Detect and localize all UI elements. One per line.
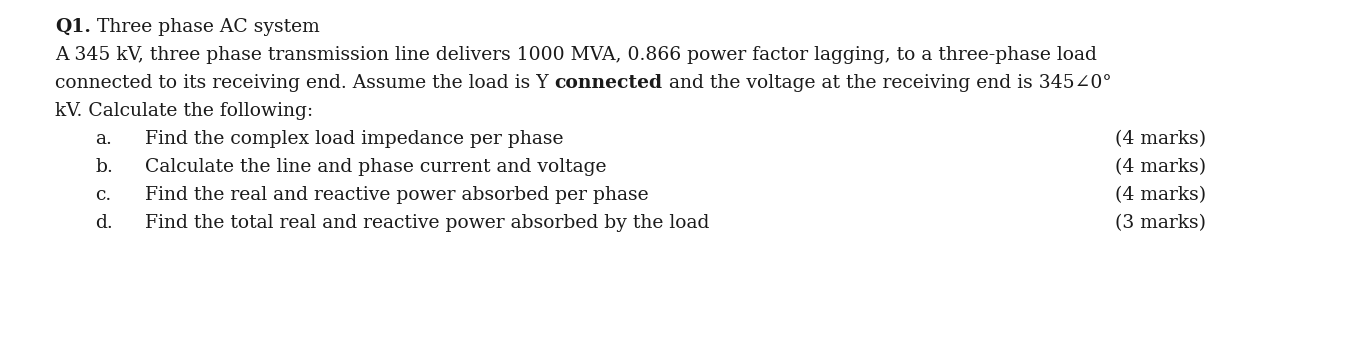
- Text: Q1.: Q1.: [56, 18, 91, 36]
- Text: d.: d.: [95, 214, 113, 232]
- Text: (4 marks): (4 marks): [1115, 158, 1206, 176]
- Text: c.: c.: [95, 186, 111, 204]
- Text: kV. Calculate the following:: kV. Calculate the following:: [56, 102, 314, 120]
- Text: Find the real and reactive power absorbed per phase: Find the real and reactive power absorbe…: [145, 186, 649, 204]
- Text: Calculate the line and phase current and voltage: Calculate the line and phase current and…: [145, 158, 607, 176]
- Text: A 345 kV, three phase transmission line delivers 1000 MVA, 0.866 power factor la: A 345 kV, three phase transmission line …: [56, 46, 1097, 64]
- Text: and the voltage at the receiving end is 345∠0°: and the voltage at the receiving end is …: [663, 74, 1111, 92]
- Text: connected to its receiving end. Assume the load is Y: connected to its receiving end. Assume t…: [56, 74, 554, 92]
- Text: connected: connected: [554, 74, 663, 92]
- Text: Three phase AC system: Three phase AC system: [91, 18, 319, 36]
- Text: (3 marks): (3 marks): [1115, 214, 1206, 232]
- Text: b.: b.: [95, 158, 113, 176]
- Text: (4 marks): (4 marks): [1115, 130, 1206, 148]
- Text: Find the complex load impedance per phase: Find the complex load impedance per phas…: [145, 130, 564, 148]
- Text: (4 marks): (4 marks): [1115, 186, 1206, 204]
- Text: a.: a.: [95, 130, 111, 148]
- Text: Find the total real and reactive power absorbed by the load: Find the total real and reactive power a…: [145, 214, 709, 232]
